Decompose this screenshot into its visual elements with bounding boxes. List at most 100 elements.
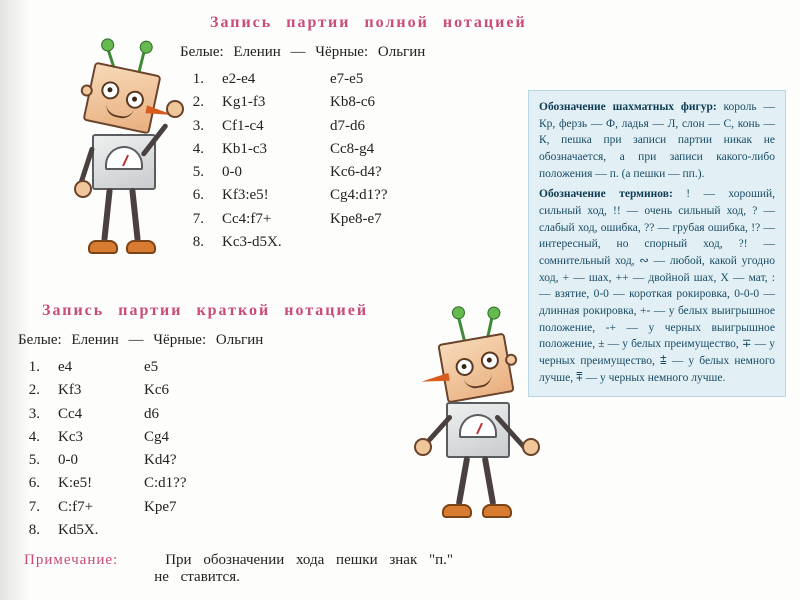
move-white: Cf1-c4 (222, 115, 322, 138)
move-white: Cc4:f7+ (222, 208, 322, 231)
move-number: 3. (180, 115, 204, 138)
move-white: Kd5X. (58, 519, 136, 542)
robot-body (92, 134, 156, 190)
move-number: 3. (18, 403, 40, 426)
move-number: 5. (18, 449, 40, 472)
robot-illustration-right (390, 320, 550, 540)
move-white: Kb1-c3 (222, 138, 322, 161)
move-number: 1. (18, 356, 40, 379)
title-text: Запись партии краткой нотацией (42, 302, 368, 319)
moves-table-short: 1.e4e52.Kf3Kc63.Cc4d64.Kc3Cg45.0-0Kd4?6.… (18, 356, 224, 542)
robot-head (437, 333, 514, 404)
move-row: 5. 0-0 Kc6-d4? (180, 161, 430, 184)
robot-ear (80, 83, 94, 97)
robot-hand (74, 180, 92, 198)
move-white: Kf3 (58, 379, 136, 402)
move-white: Kg1-f3 (222, 91, 322, 114)
robot-mouth (464, 373, 494, 390)
move-black: Cc8-g4 (330, 138, 430, 161)
players-line-short: Белые: Еленин — Чёрные: Ольгин (18, 332, 263, 349)
robot-eye (100, 80, 121, 101)
move-row: 3. Cf1-c4 d7-d6 (180, 115, 430, 138)
move-black: e5 (144, 356, 224, 379)
move-row: 1.e2-e4e7-e5 (180, 68, 430, 91)
move-row: 4. Kb1-c3 Cc8-g4 (180, 138, 430, 161)
move-number: 6. (18, 472, 40, 495)
footnote-label: Примечание: (24, 552, 118, 568)
move-white: e2-e4 (222, 68, 322, 91)
robot-hand (522, 438, 540, 456)
move-number: 8. (18, 519, 40, 542)
moves-table-full: 1.e2-e4e7-e52.Kg1-f3Kb8-c63.Cf1-c4d7-d64… (180, 68, 430, 254)
section-title-full-notation: Запись партии полной нотацией (210, 14, 527, 32)
legend-pieces-title: Обозначение шахматных фигур: (539, 101, 717, 113)
legend-terms-title: Обозначение терминов: (539, 188, 673, 200)
robot-foot (442, 504, 472, 518)
move-black: Kpe7 (144, 496, 224, 519)
move-row: 3. Cc4 d6 (18, 403, 224, 426)
move-row: 8. Kc3-d5X. (180, 231, 430, 254)
move-row: 8. Kd5X. (18, 519, 224, 542)
move-black: Cg4 (144, 426, 224, 449)
move-black: d6 (144, 403, 224, 426)
robot-foot (88, 240, 118, 254)
legend-pieces: Обозначение шахматных фигур: король — Кр… (539, 99, 775, 182)
move-white: e4 (58, 356, 136, 379)
footnote: Примечание: При обозначении хода пешки з… (24, 552, 544, 586)
move-white: 0-0 (222, 161, 322, 184)
robot-head (83, 62, 162, 135)
section-title-short-notation: Запись партии краткой нотацией (42, 302, 368, 320)
move-black: d7-d6 (330, 115, 430, 138)
footnote-line1: При обозначении хода пешки знак "п." (165, 552, 453, 568)
robot-foot (482, 504, 512, 518)
move-black: C:d1?? (144, 472, 224, 495)
robot-leg (482, 456, 497, 506)
legend-box: Обозначение шахматных фигур: король — Кр… (528, 90, 786, 397)
move-black: Kc6 (144, 379, 224, 402)
move-row: 6.Kf3:e5!Cg4:d1?? (180, 184, 430, 207)
robot-hand (166, 100, 184, 118)
robot-leg (129, 188, 141, 242)
move-white: Kc3-d5X. (222, 231, 322, 254)
players-line-full: Белые: Еленин — Чёрные: Ольгин (180, 44, 425, 61)
move-number: 4. (18, 426, 40, 449)
move-black: Kc6-d4? (330, 161, 430, 184)
robot-antenna (457, 316, 466, 342)
move-row: 4. Kc3 Cg4 (18, 426, 224, 449)
move-row: 2.Kg1-f3Kb8-c6 (180, 91, 430, 114)
robot-gauge (105, 146, 143, 170)
move-row: 7. Cc4:f7+ Kpe8-e7 (180, 208, 430, 231)
players-text: Белые: Еленин — Чёрные: Ольгин (180, 44, 425, 60)
move-row: 7. C:f7+ Kpe7 (18, 496, 224, 519)
move-number: 5. (180, 161, 204, 184)
move-number: 4. (180, 138, 204, 161)
move-white: Kc3 (58, 426, 136, 449)
move-row: 5. 0-0 Kd4? (18, 449, 224, 472)
move-black: Kb8-c6 (330, 91, 430, 114)
move-number: 6. (180, 184, 204, 207)
robot-leg (101, 188, 113, 242)
robot-nose (421, 373, 450, 386)
robot-hand (414, 438, 432, 456)
move-black: Kd4? (144, 449, 224, 472)
move-row: 6. K:e5! C:d1?? (18, 472, 224, 495)
move-number: 8. (180, 231, 204, 254)
move-number: 7. (18, 496, 40, 519)
move-white: C:f7+ (58, 496, 136, 519)
move-black: Kpe8-e7 (330, 208, 430, 231)
robot-gauge (459, 414, 497, 438)
robot-leg (456, 456, 471, 506)
legend-terms-body: ! — хороший, сильный ход, !! — очень сил… (539, 188, 775, 383)
robot-foot (126, 240, 156, 254)
footnote-line2: не ставится. (154, 569, 240, 585)
legend-terms: Обозначение терминов: ! — хороший, сильн… (539, 186, 775, 386)
move-white: Kf3:e5! (222, 184, 322, 207)
move-white: 0-0 (58, 449, 136, 472)
players-text: Белые: Еленин — Чёрные: Ольгин (18, 332, 263, 348)
move-number: 7. (180, 208, 204, 231)
move-black: e7-e5 (330, 68, 430, 91)
move-row: 2. Kf3 Kc6 (18, 379, 224, 402)
move-number: 2. (18, 379, 40, 402)
move-white: Cc4 (58, 403, 136, 426)
move-white: K:e5! (58, 472, 136, 495)
